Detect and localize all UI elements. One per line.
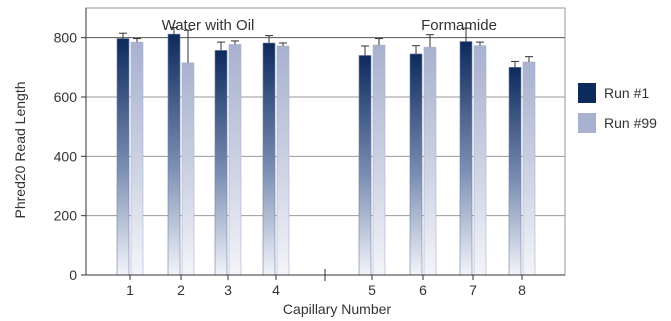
x-tick-label-1: 1 — [126, 282, 134, 298]
bars — [116, 27, 536, 276]
grid-lines — [85, 7, 566, 276]
y-axis-title: Phred20 Read Length — [12, 82, 28, 219]
legend-swatch-run-1 — [578, 83, 596, 103]
bar-run-1-capillary-4 — [262, 42, 276, 276]
bar-run-99-capillary-3 — [228, 44, 242, 276]
bar-run-99-capillary-2 — [181, 62, 195, 276]
legend-swatch-run-99 — [578, 113, 596, 133]
bar-run-99-capillary-7 — [473, 45, 487, 276]
group-label-water-with-oil: Water with Oil — [162, 17, 255, 34]
y-tick-label-800: 800 — [54, 30, 78, 46]
plot-frame — [85, 7, 566, 276]
x-tick-label-5: 5 — [368, 282, 376, 298]
bar-run-99-capillary-5 — [372, 44, 386, 276]
bar-run-99-capillary-8 — [522, 61, 536, 276]
y-tick-label-600: 600 — [54, 89, 78, 105]
x-tick-label-3: 3 — [224, 282, 232, 298]
x-tick-label-8: 8 — [518, 282, 526, 298]
legend-label-run-1: Run #1 — [604, 85, 650, 101]
bar-run-1-capillary-5 — [358, 55, 372, 276]
x-tick-label-2: 2 — [177, 282, 185, 298]
axes: 0 200 400 600 800 1 2 3 4 5 6 7 8 — [54, 8, 565, 298]
bar-run-99-capillary-4 — [276, 45, 290, 276]
bar-run-1-capillary-1 — [116, 38, 130, 276]
bar-run-1-capillary-7 — [459, 41, 473, 276]
bar-run-1-capillary-8 — [508, 67, 522, 276]
bar-run-99-capillary-6 — [423, 46, 437, 276]
y-tick-label-200: 200 — [54, 208, 78, 224]
x-tick-label-6: 6 — [419, 282, 427, 298]
x-tick-label-4: 4 — [272, 282, 280, 298]
legend-label-run-99: Run #99 — [604, 115, 657, 131]
x-axis-title: Capillary Number — [283, 301, 391, 317]
group-label-formamide: Formamide — [421, 17, 497, 34]
y-tick-label-0: 0 — [69, 267, 77, 283]
bar-run-1-capillary-2 — [167, 33, 181, 276]
legend-item-run-99: Run #99 — [578, 112, 657, 134]
bar-run-99-capillary-1 — [130, 41, 144, 276]
legend: Run #1 Run #99 — [578, 82, 657, 142]
y-tick-label-400: 400 — [54, 148, 78, 164]
legend-item-run-1: Run #1 — [578, 82, 657, 104]
bar-run-1-capillary-6 — [409, 53, 423, 276]
x-tick-label-7: 7 — [469, 282, 477, 298]
bar-run-1-capillary-3 — [214, 50, 228, 276]
